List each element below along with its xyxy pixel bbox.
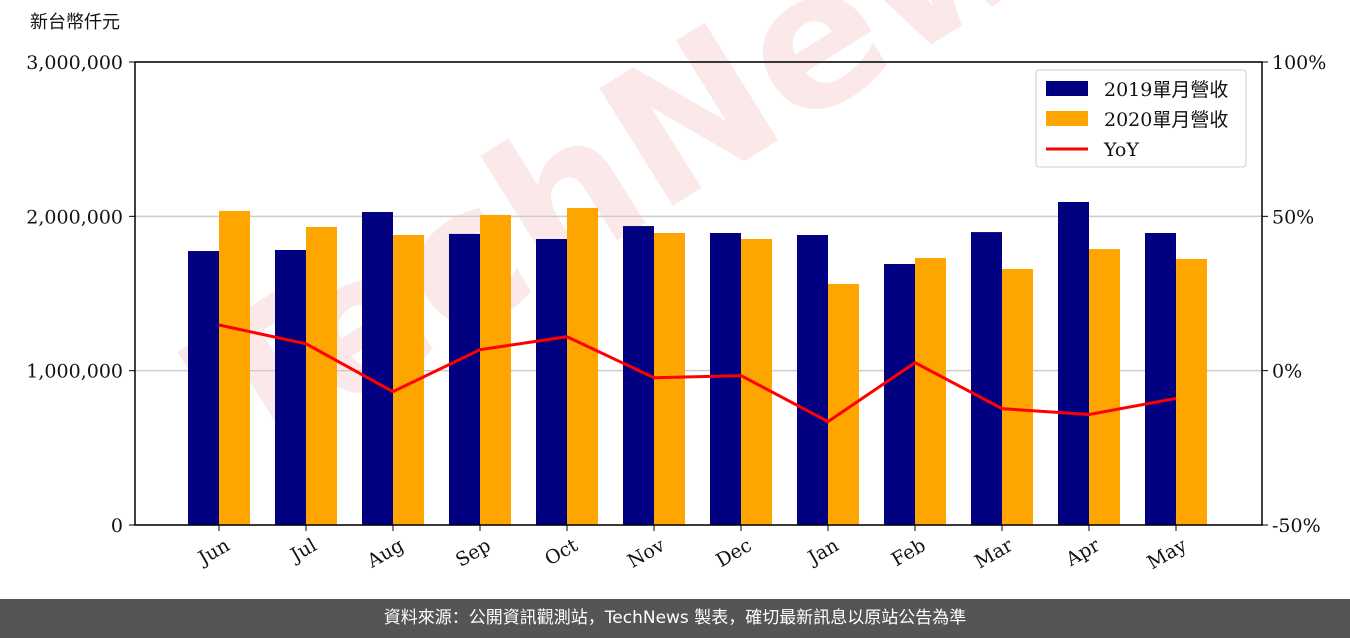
x-tick-label: May [1144,534,1191,574]
bar [1058,201,1089,525]
bar [536,239,567,526]
x-tick-label: Aug [363,534,408,573]
x-tick-label: Jun [193,534,234,570]
x-tick-label: Jan [803,534,843,570]
bar [449,233,480,525]
y2-tick-label: -50% [1272,515,1321,537]
legend-box [1035,69,1247,168]
bar [1002,268,1033,525]
bar [306,226,337,525]
legend-swatch [1046,111,1088,126]
bar [884,264,915,525]
bar [1145,233,1176,525]
y2-tick-label: 50% [1272,206,1314,228]
bar [480,214,511,525]
x-tick-label: Dec [712,534,755,572]
y-axis-label: 新台幣仟元 [30,12,120,33]
y2-tick-label: 100% [1272,52,1326,74]
bar [219,210,250,525]
footer: 資料來源：公開資訊觀測站，TechNews 製表，確切最新訊息以原站公告為準 [0,599,1350,638]
legend-label: 2019單月營收 [1104,79,1228,101]
x-tick-label: Feb [888,534,930,571]
legend-label: 2020單月營收 [1104,109,1228,131]
legend-label: YoY [1103,139,1139,161]
x-tick-label: Apr [1061,534,1104,571]
bar [188,251,219,525]
bar [797,235,828,525]
legend-swatch [1046,81,1088,96]
x-tick-label: Mar [971,534,1017,573]
bar [971,232,1002,526]
bar [741,239,772,526]
chart: 新台幣仟元 TechNews01,000,0002,000,0003,000,0… [26,0,1326,574]
y-tick-label: 3,000,000 [26,52,123,74]
bar [1089,249,1120,525]
x-tick-label: Oct [541,534,582,570]
bar [362,212,393,525]
y-tick-label: 0 [111,515,123,537]
x-tick-label: Jul [285,534,320,567]
plot-frame [134,61,1263,526]
y-tick-label: 2,000,000 [26,206,123,228]
y2-tick-label: 0% [1272,361,1302,383]
bar [275,249,306,525]
x-tick-label: Nov [624,534,669,573]
bar [915,258,946,525]
bar [1176,258,1207,525]
x-tick-label: Sep [452,534,495,571]
bar [567,207,598,525]
line [218,323,1177,424]
y-tick-label: 1,000,000 [26,361,123,383]
bar [710,233,741,525]
